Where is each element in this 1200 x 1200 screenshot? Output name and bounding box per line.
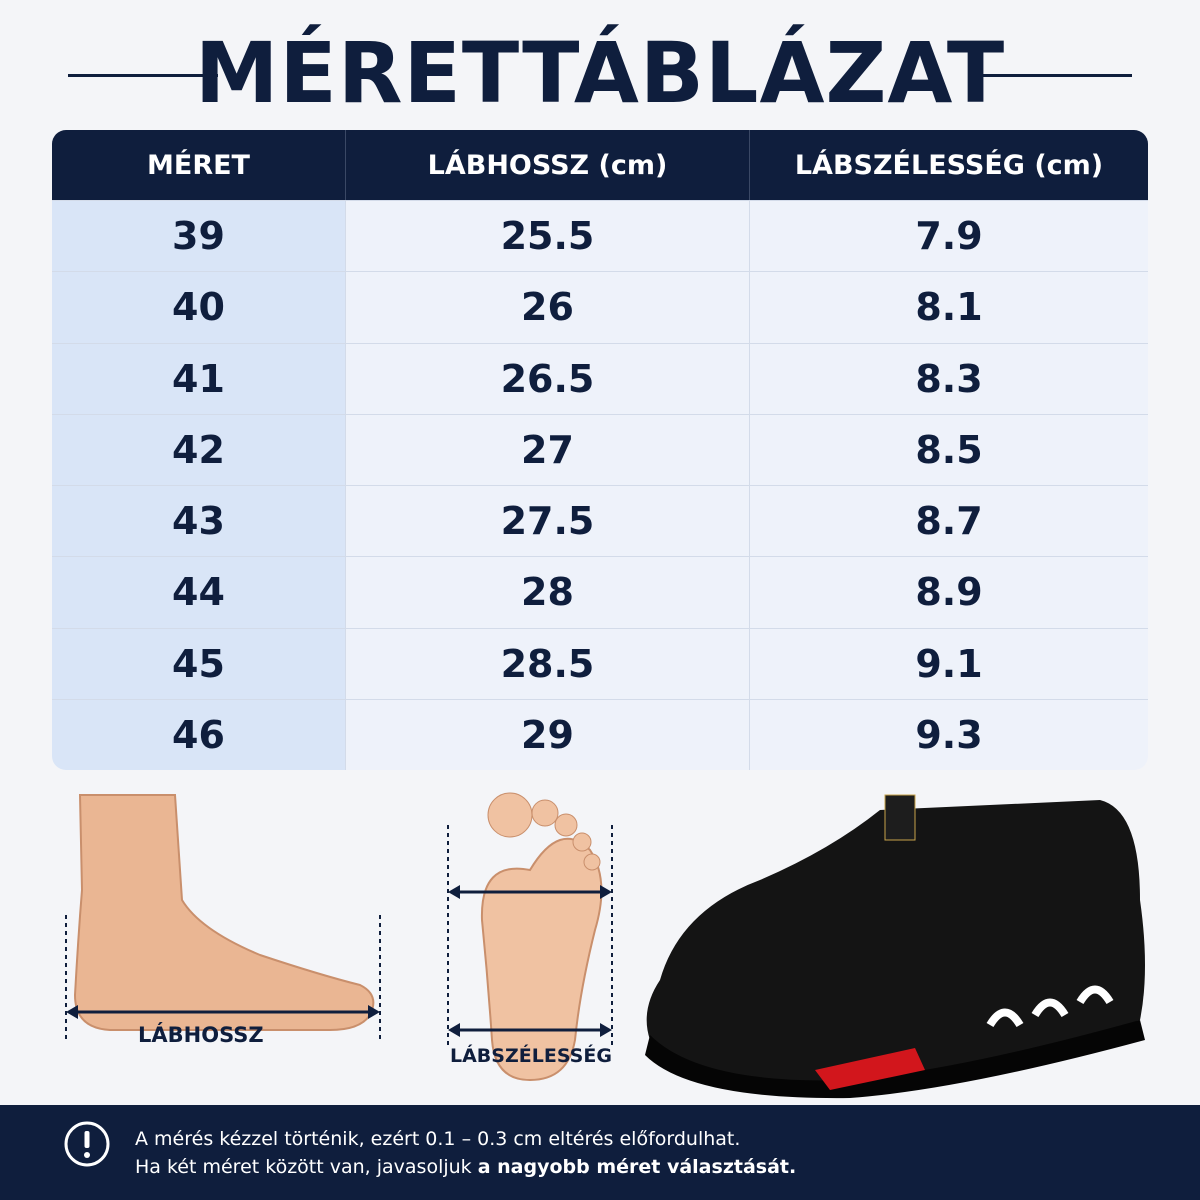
table-cell: 41	[52, 343, 346, 414]
toe	[531, 799, 559, 827]
table-cell: 8.9	[915, 570, 983, 615]
shoe-tab	[884, 794, 916, 841]
notice-line: Ha két méret között van, javasoljuk a nag…	[135, 1153, 796, 1181]
table-row: 43 27.5 8.7	[52, 485, 1148, 557]
table-cell: 28	[346, 557, 750, 628]
shoe-sole	[645, 1020, 1145, 1099]
table-row: 46 29 9.3	[52, 698, 1148, 770]
title-rule	[982, 74, 1132, 77]
table-cell: 7.9	[915, 214, 983, 259]
table-cell: 25.5	[346, 201, 750, 272]
notice-bold: a nagyobb méret választását.	[477, 1156, 797, 1178]
table-cell: 42	[52, 414, 346, 485]
table-cell: 9.3	[915, 712, 983, 757]
table-cell: 26.5	[346, 343, 750, 414]
table-cell: 45	[52, 628, 346, 699]
notice-line: A mérés kézzel történik, ezért 0.1 – 0.3…	[135, 1128, 741, 1150]
table-row: 39 25.5 7.9	[52, 200, 1148, 272]
notice-text: A mérés kézzel történik, ezért 0.1 – 0.3…	[135, 1125, 796, 1181]
foot-width-label: LÁBSZÉLESSÉG	[450, 1045, 612, 1067]
toe	[487, 792, 533, 838]
table-cell: 40	[52, 272, 346, 343]
table-cell: 29	[346, 699, 750, 770]
header-cell: MÉRET	[52, 130, 346, 200]
table-cell: 46	[52, 699, 346, 770]
table-cell: 9.1	[915, 641, 983, 686]
header-cell: LÁBSZÉLESSÉG (cm)	[794, 149, 1104, 181]
table-cell: 8.5	[915, 427, 983, 472]
illustrations	[65, 792, 1145, 1099]
table-cell: 8.3	[915, 356, 983, 401]
table-cell: 27	[346, 414, 750, 485]
notice-bar: A mérés kézzel történik, ezért 0.1 – 0.3…	[0, 1105, 1200, 1200]
table-cell: 28.5	[346, 628, 750, 699]
header-row: MÉRET LÁBHOSSZ (cm) LÁBSZÉLESSÉG (cm)	[52, 130, 1148, 200]
table-cell: 39	[52, 201, 346, 272]
toe	[583, 853, 601, 871]
toe	[572, 832, 592, 852]
sole-vents	[986, 985, 1114, 1028]
table-row: 42 27 8.5	[52, 413, 1148, 485]
header-cell: LÁBHOSSZ (cm)	[346, 130, 750, 200]
shoe-heel	[815, 1048, 925, 1090]
table-cell: 26	[346, 272, 750, 343]
foot-sole	[480, 837, 603, 1082]
shoe	[646, 800, 1145, 1082]
title-rule	[68, 74, 218, 77]
table-row: 41 26.5 8.3	[52, 342, 1148, 414]
info-icon	[64, 1121, 110, 1167]
table-cell: 27.5	[346, 486, 750, 557]
toe	[554, 813, 578, 837]
title: MÉRETTÁBLÁZAT	[194, 24, 1006, 122]
foot-length-label: LÁBHOSSZ	[138, 1023, 264, 1047]
notice-text-part: Ha két méret között van, javasoljuk	[135, 1156, 472, 1178]
table-cell: 43	[52, 486, 346, 557]
table-cell: 8.1	[915, 285, 983, 330]
size-table: MÉRET LÁBHOSSZ (cm) LÁBSZÉLESSÉG (cm) 39 25.…	[52, 130, 1148, 770]
table-cell: 44	[52, 557, 346, 628]
table-row: 45 28.5 9.1	[52, 627, 1148, 699]
foot-side	[73, 794, 375, 1031]
table-row: 40 26 8.1	[52, 271, 1148, 343]
table-row: 44 28 8.9	[52, 556, 1148, 628]
table-cell: 8.7	[915, 499, 983, 544]
